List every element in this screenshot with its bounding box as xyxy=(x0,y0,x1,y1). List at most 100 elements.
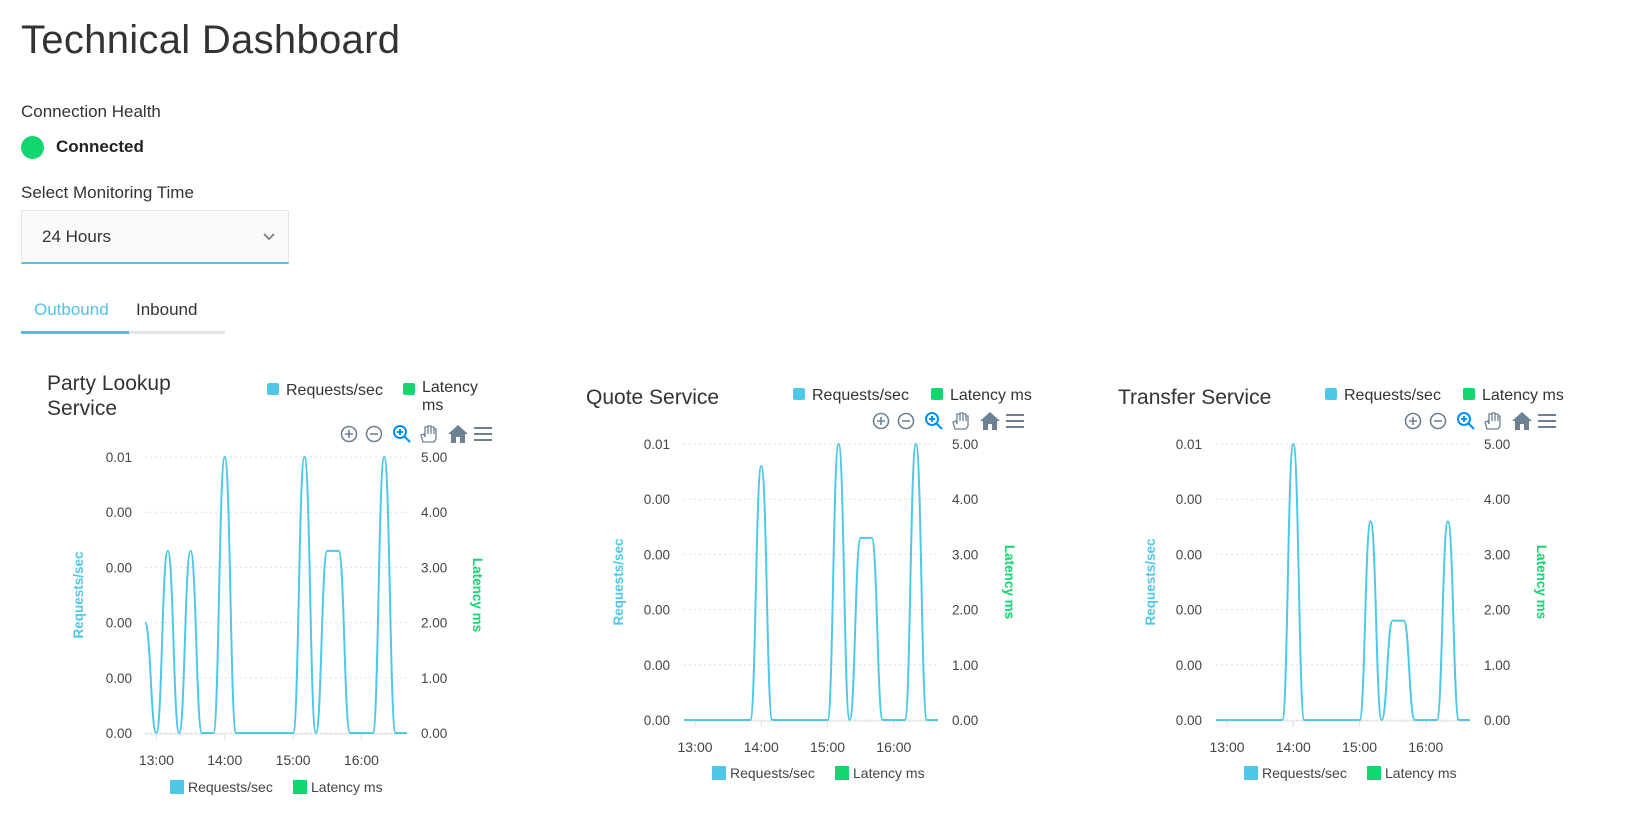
legend-label-latency: Latency ms xyxy=(853,765,925,781)
y-right-tick-label: 2.00 xyxy=(1484,603,1510,618)
y-left-tick-label: 0.00 xyxy=(644,603,670,618)
y-right-tick-label: 5.00 xyxy=(1484,437,1510,452)
legend-marker-requests xyxy=(1325,388,1337,400)
reset-home-icon[interactable] xyxy=(980,412,1000,430)
chart-body: Transfer Service Requests/sec Latency ms 0.… xyxy=(1118,386,1564,781)
bottom-legend-item-latency[interactable]: Latency ms xyxy=(1367,765,1457,781)
chart-toolbar xyxy=(1404,412,1556,430)
zoom-in-icon[interactable] xyxy=(340,425,358,443)
legend-label-requests: Requests/sec xyxy=(812,387,909,404)
zoom-in-icon[interactable] xyxy=(872,412,890,430)
zoom-in-icon[interactable] xyxy=(1404,412,1422,430)
legend-marker-latency xyxy=(293,780,307,794)
selection-zoom-icon[interactable] xyxy=(393,425,411,443)
pan-hand-icon[interactable] xyxy=(420,425,437,443)
bottom-legend-item-requests[interactable]: Requests/sec xyxy=(170,779,273,795)
legend-item-requests[interactable]: Requests/sec xyxy=(267,382,383,399)
y-right-tick-label: 2.00 xyxy=(421,616,447,631)
legend-item-requests[interactable]: Requests/sec xyxy=(793,387,909,404)
legend-marker-latency xyxy=(1463,388,1475,400)
chart-title: Party Lookup Service xyxy=(47,372,171,420)
bottom-legend-item-latency[interactable]: Latency ms xyxy=(293,779,383,795)
tab-outbound-label: Outbound xyxy=(34,300,109,319)
x-tick-label: 15:00 xyxy=(810,739,845,755)
pan-hand-icon[interactable] xyxy=(952,412,969,430)
y-left-tick-label: 0.00 xyxy=(106,505,132,520)
y-right-tick-label: 1.00 xyxy=(421,671,447,686)
bottom-legend-item-requests[interactable]: Requests/sec xyxy=(1244,765,1347,781)
legend-item-latency[interactable]: Latency ms xyxy=(403,379,478,414)
tab-outbound[interactable]: Outbound xyxy=(21,300,129,334)
y-left-tick-label: 0.00 xyxy=(644,547,670,562)
y-right-tick-label: 4.00 xyxy=(421,505,447,520)
chart-quote-service: Quote Service Requests/sec Latency ms 0.00 0… xyxy=(586,386,1032,781)
x-tick-label: 14:00 xyxy=(744,739,779,755)
y-left-tick-label: 0.00 xyxy=(644,492,670,507)
y-left-axis-title: Requests/sec xyxy=(71,551,86,639)
x-tick-label: 13:00 xyxy=(139,752,174,768)
y-right-axis-title: Latency ms xyxy=(1002,545,1017,619)
menu-icon[interactable] xyxy=(474,427,492,441)
pan-hand-icon[interactable] xyxy=(1484,412,1501,430)
selection-zoom-icon[interactable] xyxy=(1457,412,1475,430)
y-right-axis-title: Latency ms xyxy=(470,558,485,632)
y-left-tick-label: 0.01 xyxy=(644,437,670,452)
x-tick-label: 13:00 xyxy=(1210,739,1245,755)
chart-body: Quote Service Requests/sec Latency ms 0.00 0… xyxy=(586,386,1032,781)
chart-title-line: Service xyxy=(47,397,117,420)
legend-item-latency[interactable]: Latency ms xyxy=(1463,387,1564,404)
chart-title: Transfer Service xyxy=(1118,386,1271,409)
legend-item-latency[interactable]: Latency ms xyxy=(931,387,1032,404)
reset-home-icon[interactable] xyxy=(1512,412,1532,430)
legend-item-requests[interactable]: Requests/sec xyxy=(1325,387,1441,404)
legend-label-latency: Latency ms xyxy=(311,779,383,795)
y-right-tick-label: 1.00 xyxy=(1484,658,1510,673)
y-left-tick-label: 0.01 xyxy=(1176,437,1202,452)
menu-icon[interactable] xyxy=(1006,414,1024,428)
chevron-down-icon xyxy=(263,233,275,241)
y-left-tick-label: 0.00 xyxy=(1176,492,1202,507)
bottom-legend-item-requests[interactable]: Requests/sec xyxy=(712,765,815,781)
y-right-tick-label: 0.00 xyxy=(421,726,447,741)
legend-label-latency: Latency ms xyxy=(950,387,1032,404)
legend-label-requests: Requests/sec xyxy=(1344,387,1441,404)
series-line-requests xyxy=(144,455,407,735)
y-right-axis-title: Latency ms xyxy=(1534,545,1549,619)
zoom-out-icon[interactable] xyxy=(365,425,383,443)
chart-toolbar xyxy=(872,412,1024,430)
legend-label-latency: Latency ms xyxy=(1385,765,1457,781)
zoom-out-icon[interactable] xyxy=(1429,412,1447,430)
bottom-legend-item-latency[interactable]: Latency ms xyxy=(835,765,925,781)
x-tick-label: 14:00 xyxy=(1276,739,1311,755)
reset-home-icon[interactable] xyxy=(448,425,468,443)
zoom-out-icon[interactable] xyxy=(897,412,915,430)
y-right-tick-label: 0.00 xyxy=(952,713,978,728)
chart-body: Party Lookup Service Requests/sec Latency ms… xyxy=(47,372,492,795)
legend-marker-requests xyxy=(1244,766,1258,780)
y-right-tick-label: 4.00 xyxy=(1484,492,1510,507)
legend-marker-latency xyxy=(1367,766,1381,780)
direction-tabs: Outbound Inbound xyxy=(21,298,225,334)
legend-label-latency: Latency ms xyxy=(1482,387,1564,404)
page-title: Technical Dashboard xyxy=(21,18,401,62)
monitoring-time-value: 24 Hours xyxy=(42,227,111,246)
series-line-requests xyxy=(1216,442,1470,722)
legend-label-requests: Requests/sec xyxy=(286,382,383,399)
chart-title-line: Party Lookup xyxy=(47,372,171,395)
y-right-tick-label: 5.00 xyxy=(952,437,978,452)
x-tick-label: 14:00 xyxy=(207,752,242,768)
legend-label-latency: Latency ms xyxy=(422,379,478,414)
menu-icon[interactable] xyxy=(1538,414,1556,428)
legend-marker-latency xyxy=(835,766,849,780)
legend-label-requests: Requests/sec xyxy=(188,779,273,795)
monitoring-time-label: Select Monitoring Time xyxy=(21,183,194,202)
y-left-tick-label: 0.00 xyxy=(644,713,670,728)
legend-label-line: Latency xyxy=(422,379,478,396)
y-left-tick-label: 0.01 xyxy=(106,450,132,465)
legend-label-line: ms xyxy=(422,397,443,414)
x-tick-label: 16:00 xyxy=(876,739,911,755)
selection-zoom-icon[interactable] xyxy=(925,412,943,430)
legend-marker-latency xyxy=(931,388,943,400)
monitoring-time-select[interactable]: 24 Hours xyxy=(21,210,289,264)
tab-inbound[interactable]: Inbound xyxy=(136,300,197,331)
